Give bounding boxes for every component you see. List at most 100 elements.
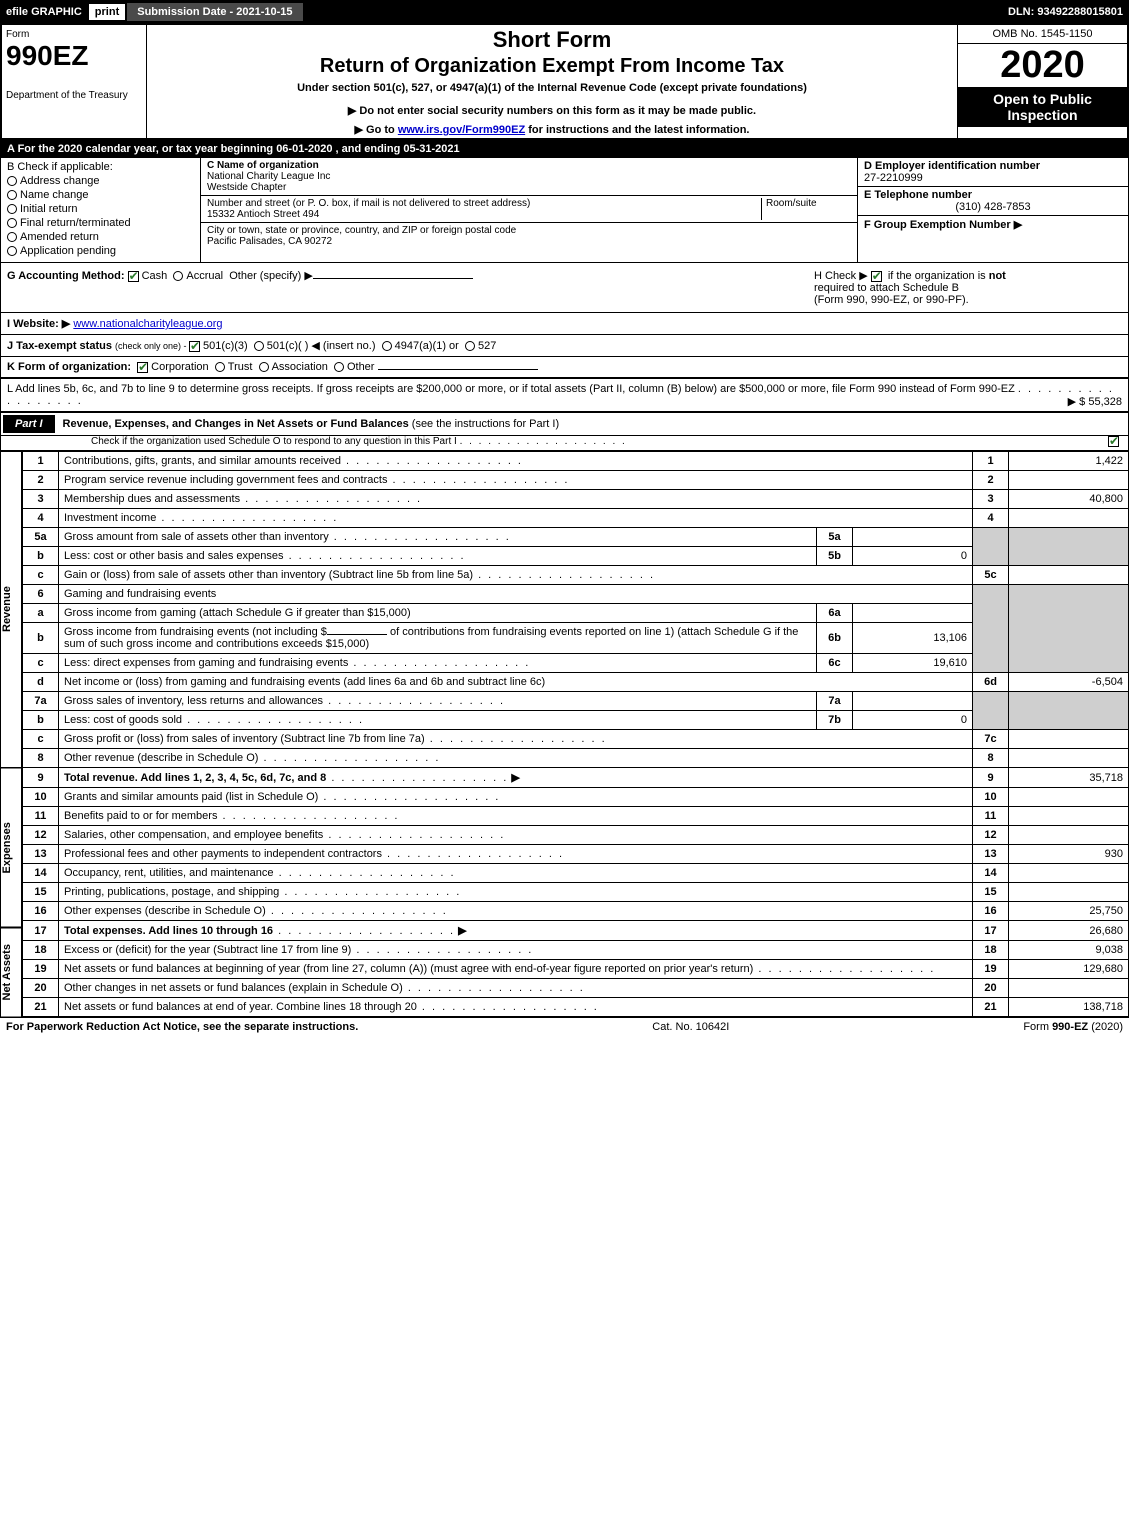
header-left: Form 990EZ Department of the Treasury	[2, 25, 147, 138]
form-number: 990EZ	[6, 40, 142, 72]
k-o4: Other	[347, 361, 375, 373]
line-7b: bLess: cost of goods sold7b0	[23, 711, 1129, 730]
website-link[interactable]: www.nationalcharityleague.org	[73, 318, 222, 330]
c-name-row: C Name of organization National Charity …	[201, 158, 857, 196]
room-label: Room/suite	[766, 198, 851, 209]
line-6d: dNet income or (loss) from gaming and fu…	[23, 673, 1129, 692]
grp-label: F Group Exemption Number ▶	[864, 218, 1122, 231]
short-form-title: Short Form	[153, 27, 951, 53]
k-assoc-radio[interactable]	[259, 362, 269, 372]
k-corp-check[interactable]	[137, 362, 148, 373]
dept-label: Department of the Treasury	[6, 90, 142, 101]
form-header: Form 990EZ Department of the Treasury Sh…	[0, 24, 1129, 140]
f-grp-row: F Group Exemption Number ▶	[858, 216, 1128, 233]
submission-date: Submission Date - 2021-10-15	[126, 2, 303, 22]
k-other-line[interactable]	[378, 369, 538, 370]
part-i-title: Revenue, Expenses, and Changes in Net As…	[57, 415, 1128, 433]
j-4947-radio[interactable]	[382, 341, 392, 351]
line-6b: bGross income from fundraising events (n…	[23, 623, 1129, 654]
subtitle-2: ▶ Do not enter social security numbers o…	[153, 104, 951, 117]
j-sub: (check only one) -	[115, 341, 189, 351]
l-amount: ▶ $ 55,328	[1068, 395, 1122, 408]
efile-label: efile GRAPHIC	[0, 4, 88, 20]
main-grid: Revenue Expenses Net Assets 1Contributio…	[0, 451, 1129, 1017]
c-city-row: City or town, state or province, country…	[201, 223, 857, 249]
org-name-2: Westside Chapter	[207, 182, 851, 193]
public-inspection: Open to Public Inspection	[958, 87, 1127, 127]
line-15: 15Printing, publications, postage, and s…	[23, 883, 1129, 902]
part-i-tab: Part I	[3, 415, 55, 433]
line-18: 18Excess or (deficit) for the year (Subt…	[23, 941, 1129, 960]
g-cash-check[interactable]	[128, 271, 139, 282]
subtitle-3: ▶ Go to www.irs.gov/Form990EZ for instru…	[153, 123, 951, 136]
g-accrual-radio[interactable]	[173, 271, 183, 281]
header-right: OMB No. 1545-1150 2020 Open to Public In…	[957, 25, 1127, 138]
b-opt-pending[interactable]: Application pending	[7, 245, 194, 257]
d-ein-row: D Employer identification number 27-2210…	[858, 158, 1128, 187]
k-label: K Form of organization:	[7, 361, 131, 373]
print-button[interactable]: print	[88, 3, 126, 21]
l-text: L Add lines 5b, 6c, and 7b to line 9 to …	[7, 383, 1015, 395]
irs-link[interactable]: www.irs.gov/Form990EZ	[398, 124, 525, 136]
side-revenue: Revenue	[0, 451, 22, 768]
j-527-radio[interactable]	[465, 341, 475, 351]
line-7c: cGross profit or (loss) from sales of in…	[23, 730, 1129, 749]
j-o4: 527	[478, 340, 496, 352]
line-20: 20Other changes in net assets or fund ba…	[23, 979, 1129, 998]
j-501c-radio[interactable]	[254, 341, 264, 351]
tax-year: 2020	[958, 44, 1127, 87]
h-text2: if the organization is	[888, 270, 989, 282]
dln-label: DLN: 93492288015801	[1002, 4, 1129, 20]
main-title: Return of Organization Exempt From Incom…	[153, 55, 951, 78]
lines-table: 1Contributions, gifts, grants, and simil…	[22, 451, 1129, 1017]
h-text1: H Check ▶	[814, 270, 868, 282]
j-501c3-check[interactable]	[189, 341, 200, 352]
i-label: I Website: ▶	[7, 318, 70, 330]
ein-value: 27-2210999	[864, 172, 1122, 184]
b-opt-address[interactable]: Address change	[7, 175, 194, 187]
ein-label: D Employer identification number	[864, 160, 1122, 172]
line-14: 14Occupancy, rent, utilities, and mainte…	[23, 864, 1129, 883]
b-opt-final[interactable]: Final return/terminated	[7, 217, 194, 229]
i-row: I Website: ▶ www.nationalcharityleague.o…	[0, 313, 1129, 335]
c-name-label: C Name of organization	[207, 160, 851, 171]
line-2: 2Program service revenue including gover…	[23, 471, 1129, 490]
c-addr-label: Number and street (or P. O. box, if mail…	[207, 198, 761, 209]
org-address: 15332 Antioch Street 494	[207, 209, 761, 220]
footer: For Paperwork Reduction Act Notice, see …	[0, 1017, 1129, 1036]
b-opt-name[interactable]: Name change	[7, 189, 194, 201]
line-13: 13Professional fees and other payments t…	[23, 845, 1129, 864]
part-i-check[interactable]	[1108, 436, 1119, 447]
form-word: Form	[6, 29, 142, 40]
line-5c: cGain or (loss) from sale of assets othe…	[23, 566, 1129, 585]
line-6c: cLess: direct expenses from gaming and f…	[23, 654, 1129, 673]
k-other-radio[interactable]	[334, 362, 344, 372]
g-other-line[interactable]	[313, 278, 473, 279]
g-cash: Cash	[142, 270, 168, 282]
h-check[interactable]	[871, 271, 882, 282]
j-o3: 4947(a)(1) or	[395, 340, 459, 352]
b-opt-amended[interactable]: Amended return	[7, 231, 194, 243]
c-city-label: City or town, state or province, country…	[207, 225, 851, 236]
line-6a: aGross income from gaming (attach Schedu…	[23, 604, 1129, 623]
a-row: A For the 2020 calendar year, or tax yea…	[0, 140, 1129, 158]
line-4: 4Investment income4	[23, 509, 1129, 528]
line-10: 10Grants and similar amounts paid (list …	[23, 788, 1129, 807]
b-column: B Check if applicable: Address change Na…	[1, 158, 201, 262]
line-3: 3Membership dues and assessments340,800	[23, 490, 1129, 509]
l-row: L Add lines 5b, 6c, and 7b to line 9 to …	[0, 379, 1129, 413]
org-city: Pacific Palisades, CA 90272	[207, 236, 851, 247]
b-opt-initial[interactable]: Initial return	[7, 203, 194, 215]
line-1: 1Contributions, gifts, grants, and simil…	[23, 452, 1129, 471]
header-mid: Short Form Return of Organization Exempt…	[147, 25, 957, 138]
line-8: 8Other revenue (describe in Schedule O)8	[23, 749, 1129, 768]
line-17: 17Total expenses. Add lines 10 through 1…	[23, 921, 1129, 941]
part-i-header: Part I Revenue, Expenses, and Changes in…	[0, 413, 1129, 436]
k-row: K Form of organization: Corporation Trus…	[0, 357, 1129, 379]
d-column: D Employer identification number 27-2210…	[858, 158, 1128, 262]
footer-left: For Paperwork Reduction Act Notice, see …	[6, 1021, 358, 1033]
sub3-pre: ▶ Go to	[355, 124, 398, 136]
h-not: not	[989, 270, 1006, 282]
bcde-block: B Check if applicable: Address change Na…	[0, 158, 1129, 263]
k-trust-radio[interactable]	[215, 362, 225, 372]
